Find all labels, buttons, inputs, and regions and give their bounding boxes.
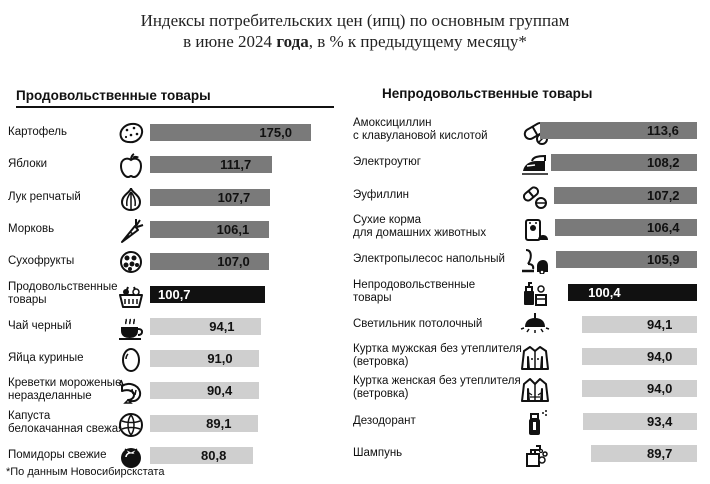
bar-value-label: 80,8 [201,448,227,463]
bar-value-label: 100,7 [158,286,191,302]
deodorant-icon [520,408,550,436]
category-label: Амоксициллин с клавулановой кислотой [353,117,488,142]
bar [150,220,269,238]
bar-value-label: 89,1 [206,415,232,431]
mens-jacket-icon [520,343,550,371]
bar [556,251,697,269]
shrimp-icon [116,377,146,405]
bar [150,350,260,368]
apple-icon [116,151,146,179]
category-label: Электроутюг [353,156,421,169]
bar-value-label: 89,7 [647,446,673,461]
carrot-icon [116,216,146,244]
title-line-2-pre: в июне 2024 [183,32,277,51]
bar-value-label: 105,9 [647,252,680,268]
category-label: Электропылесос напольный [353,253,505,266]
bar [150,414,259,432]
egg-icon [116,345,146,373]
bar [150,447,253,464]
category-label: Куртка женская без утеплителя (ветровка) [353,375,521,401]
title-line-2-bold: года [276,32,309,51]
bar-value-label: 107,0 [217,254,250,270]
category-label: Чай черный [8,319,72,332]
potato-icon [116,119,146,147]
bar [581,348,697,366]
category-label: Помидоры свежие [8,449,107,461]
title-line-2-post: , в % к предыдущему месяцу* [308,32,527,51]
bar [581,315,697,333]
bar-value-label: 100,4 [588,284,621,300]
bar [539,122,697,139]
category-label: Морковь [8,222,55,235]
category-label: Яблоки [8,158,48,171]
bar [555,218,697,236]
category-label: Яйца куриные [8,352,84,365]
food-section-underline [16,106,334,108]
bar-value-label: 94,0 [647,349,673,365]
tomato-icon [116,442,146,470]
category-label: Эуфиллин [353,188,409,201]
shampoo-icon [520,440,550,468]
category-label: Непродовольственные товары [353,278,476,304]
food-section-title: Продовольственные товары [16,88,211,103]
bar [553,186,697,204]
category-label: Картофель [8,126,67,138]
cabbage-icon [116,410,146,438]
bar [150,285,266,303]
household-goods-icon [520,279,550,307]
bar-value-label: 106,4 [647,219,680,235]
bar [581,380,697,398]
bar-value-label: 91,0 [207,351,233,367]
chart-title: Индексы потребительских цен (ипц) по осн… [0,10,710,52]
bar [150,253,270,271]
bar-value-label: 111,7 [220,157,252,173]
bar-value-label: 94,1 [647,316,673,332]
bar-value-label: 107,7 [217,189,251,205]
category-label: Лук репчатый [8,190,81,203]
bar-value-label: 175,0 [259,125,292,140]
bar-value-label: 90,4 [206,383,233,399]
tea-cup-icon [116,313,146,341]
onion-icon [116,184,146,212]
category-label: Шампунь [353,447,403,459]
category-label: Продовольственные товары [8,280,118,306]
title-line-1: Индексы потребительских цен (ипц) по осн… [140,11,570,30]
bar [150,382,259,400]
bar-value-label: 107,2 [647,187,680,203]
bar [583,412,697,430]
category-label: Сухие корма для домашних животных [353,213,487,239]
category-label: Креветки мороженые неразделанные [8,377,122,403]
bar [591,445,697,462]
category-label: Дезодорант [353,414,416,427]
womens-jacket-icon [520,375,550,403]
bar [150,156,273,174]
bar [150,124,312,141]
bar [551,154,697,172]
capsules-icon [520,182,550,210]
category-label: Куртка мужская без утеплителя (ветровка) [353,343,522,369]
grocery-basket-icon [116,281,146,309]
category-label: Сухофрукты [8,255,75,268]
footnote: *По данным Новосибирскстата [6,466,165,478]
nonfood-section-title: Непродовольственные товары [382,86,593,101]
bar [150,317,262,335]
bar-value-label: 106,1 [216,221,250,237]
bar-value-label: 93,4 [647,413,673,429]
bar [568,283,697,301]
bar-value-label: 94,0 [647,381,673,397]
bar-value-label: 108,2 [647,155,680,171]
dried-fruit-icon [116,248,146,276]
bar-value-label: 94,1 [209,318,235,334]
bar-value-label: 113,6 [647,123,679,138]
iron-icon [520,149,550,177]
bar [150,188,270,206]
ceiling-lamp-icon [520,311,550,339]
title-line-2: в июне 2024 года, в % к предыдущему меся… [0,31,710,52]
vacuum-cleaner-icon [520,246,550,275]
pet-food-icon [520,214,550,242]
category-label: Капуста белокачанная свежая [8,409,125,435]
category-label: Светильник потолочный [353,317,483,330]
